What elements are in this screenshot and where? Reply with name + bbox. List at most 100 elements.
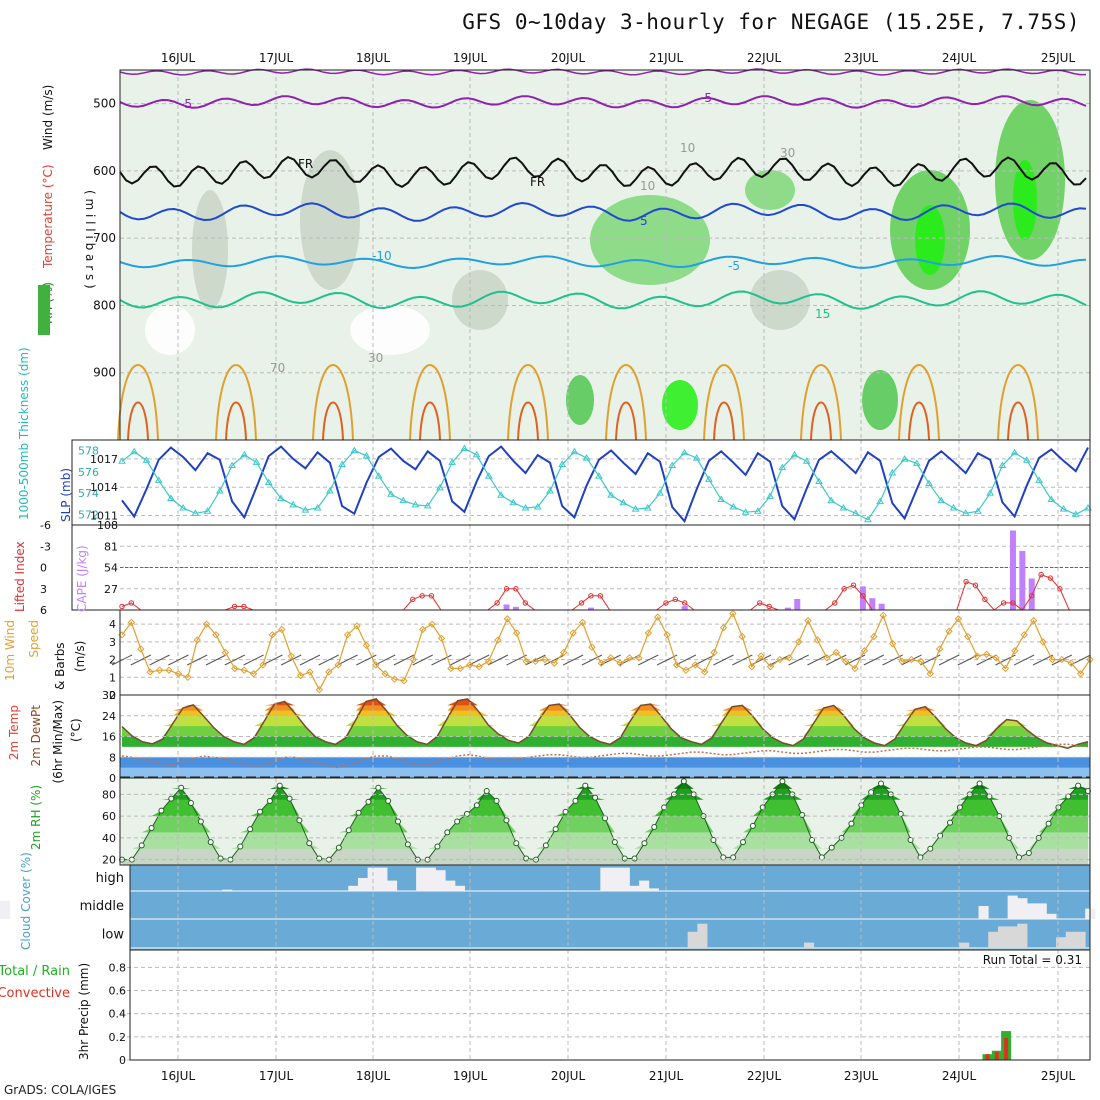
ylabel-wind-10m: 10m Wind — [3, 620, 17, 681]
thickness-marker-7 — [203, 507, 212, 514]
ylabel-2m-dewpt: 2m DewPt — [29, 705, 43, 767]
wind-frame — [119, 609, 1091, 696]
thickness-marker-34 — [533, 502, 542, 510]
wind-barb-6 — [168, 654, 189, 666]
rh-marker-74 — [848, 820, 855, 827]
thickness-marker-15 — [301, 506, 310, 513]
rh-blob-6 — [915, 205, 945, 275]
lifted-marker-94 — [1000, 600, 1007, 606]
thickness-marker-14 — [289, 500, 298, 508]
rh-marker-80 — [907, 836, 914, 843]
pressure-tick-1: 600 — [93, 164, 116, 178]
cape-bar-71 — [784, 607, 791, 610]
rh-blob-7 — [1013, 160, 1037, 240]
precip-tick-0: 0 — [119, 1054, 126, 1067]
thickness-marker-25 — [423, 501, 432, 509]
thickness-marker-60 — [851, 509, 860, 516]
wind-barb-16 — [262, 654, 283, 666]
wind-marker-78 — [851, 664, 859, 673]
cloud-high-bar-50 — [610, 867, 621, 891]
thickness-marker-47 — [692, 454, 701, 461]
rh-marker-4 — [158, 807, 165, 814]
rh-marker-41 — [523, 855, 530, 862]
temp-band-3 — [122, 698, 1088, 727]
rh-marker-60 — [710, 836, 717, 843]
wind-marker-100 — [1058, 655, 1066, 664]
wind-marker-22 — [325, 668, 333, 676]
lifted-marker-32 — [419, 593, 425, 599]
wind-marker-12 — [231, 664, 239, 673]
temp-tick-0: 0 — [109, 772, 116, 785]
wind-barb-88 — [938, 654, 960, 666]
temp-tick-2: 16 — [102, 731, 116, 744]
wind-marker-95 — [1011, 647, 1019, 655]
wind-marker-18 — [287, 652, 295, 660]
wind-barb-32 — [412, 654, 433, 666]
date-label-top-3: 19JUL — [453, 51, 488, 65]
thickness-marker-28 — [460, 444, 469, 451]
lifted-tick-2: 0 — [40, 562, 47, 575]
temp-contour-25-hump-1 — [225, 401, 247, 441]
rh-marker-29 — [404, 841, 411, 848]
lifted-marker-95 — [1010, 600, 1016, 606]
wind-marker-99 — [1048, 655, 1057, 664]
slp-series — [121, 445, 1089, 524]
rh-marker-50 — [611, 839, 618, 846]
thickness-marker-57 — [815, 477, 823, 484]
temp-cold-band-2 — [120, 767, 1090, 778]
cloud-low-bar-90 — [997, 926, 1009, 948]
cape-bar-97 — [1028, 578, 1035, 610]
wind-marker-28 — [381, 670, 389, 678]
date-label-bottom-5: 21JUL — [649, 1069, 684, 1083]
wind-marker-87 — [935, 645, 944, 653]
wind-barb-62 — [694, 654, 715, 666]
wind-marker-58 — [663, 631, 671, 639]
temp-contour-25-hump-5 — [615, 401, 637, 441]
lifted-marker-0 — [119, 603, 125, 610]
thickness-marker-55 — [790, 450, 799, 458]
rh-tick-0: 20 — [102, 854, 116, 867]
cloud-tier-label-high: high — [96, 871, 124, 886]
thickness-marker-68 — [949, 504, 958, 511]
cloud-tier-label-middle: middle — [80, 899, 124, 914]
wind-barb-0 — [111, 654, 133, 666]
rh-blob-14 — [145, 305, 195, 355]
wind-marker-46 — [550, 659, 559, 667]
rh-blob-3 — [745, 170, 795, 210]
rh-marker-34 — [454, 818, 461, 825]
rh-marker-15 — [266, 797, 273, 804]
temp-contour-20-hump-8 — [898, 364, 940, 441]
wind-marker-44 — [531, 657, 540, 666]
rh-marker-33 — [444, 829, 451, 836]
thickness-marker-38 — [582, 454, 591, 461]
thickness-marker-37 — [570, 447, 579, 455]
lifted-marker-50 — [588, 593, 594, 599]
thickness-marker-40 — [607, 491, 615, 498]
lifted-series — [121, 573, 1079, 611]
rh-marker-36 — [473, 802, 480, 809]
wind-barb-10 — [205, 654, 227, 666]
wind-marker-56 — [644, 629, 652, 637]
wind-marker-17 — [278, 625, 286, 634]
cloud-high-bar-34 — [454, 885, 465, 891]
thickness-marker-35 — [546, 487, 554, 494]
rh-marker-18 — [296, 817, 303, 824]
wind-marker-51 — [597, 659, 606, 667]
lifted-marker-33 — [428, 593, 435, 599]
slp-tick-2: 1017 — [90, 453, 118, 466]
contour-label-0: -5 — [180, 97, 192, 111]
ylabel-wind-barbs: & Barbs — [53, 642, 67, 690]
chart-title: GFS 0~10day 3-hourly for NEGAGE (15.25E,… — [462, 10, 1080, 34]
ylabel-wind-speed: Speed — [27, 620, 41, 658]
wind-marker-34 — [437, 634, 446, 643]
rh-marker-5 — [168, 795, 175, 802]
date-label-top-6: 22JUL — [747, 51, 782, 65]
wind-marker-60 — [682, 666, 690, 674]
thickness-marker-31 — [497, 491, 505, 498]
wind-marker-65 — [729, 609, 737, 618]
date-label-bottom-8: 24JUL — [942, 1069, 977, 1083]
rh-marker-10 — [217, 855, 224, 862]
wind-marker-89 — [954, 615, 963, 623]
thickness-marker-6 — [191, 509, 200, 516]
pressure-tick-2: 700 — [93, 231, 116, 245]
